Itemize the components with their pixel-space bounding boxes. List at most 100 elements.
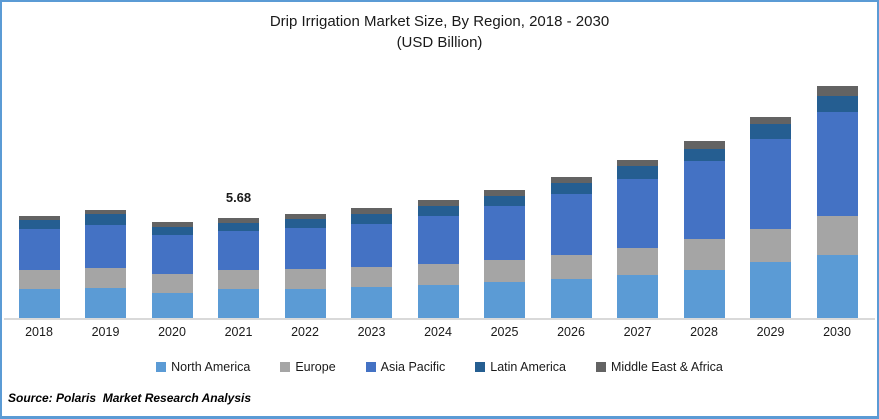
bar-segment-2027-middle-east-africa [617, 160, 658, 167]
bar-segment-2024-middle-east-africa [417, 200, 459, 207]
chart-title-line1: Drip Irrigation Market Size, By Region, … [269, 13, 610, 30]
legend-item-middle-east-africa: Middle East & Africa [596, 360, 723, 374]
legend-label: Asia Pacific [380, 360, 446, 374]
bar-segment-2028-north-america [683, 269, 725, 318]
bar-segment-2022-asia-pacific [284, 228, 326, 270]
bar-segment-2028-europe [683, 238, 725, 270]
bar-segment-2026-latin-america [550, 182, 592, 194]
legend-item-north-america: North America [156, 360, 250, 374]
bar-segment-2020-europe [151, 273, 193, 293]
x-axis-label-2021: 2021 [224, 325, 253, 339]
legend-item-asia-pacific: Asia Pacific [365, 360, 446, 374]
legend-label: Middle East & Africa [611, 360, 723, 374]
bar-2019 [85, 209, 126, 318]
bar-segment-2025-middle-east-africa [484, 189, 525, 196]
bar-segment-2026-north-america [550, 279, 592, 318]
x-axis-label-2023: 2023 [357, 325, 386, 339]
bar-segment-2025-europe [484, 259, 525, 283]
bar-segment-2023-asia-pacific [351, 223, 392, 267]
bar-segment-2021-middle-east-africa [218, 218, 259, 223]
bar-2026 [550, 176, 592, 318]
bar-segment-2021-asia-pacific [218, 231, 259, 270]
bar-segment-2019-latin-america [85, 214, 126, 225]
bar-2023 [351, 208, 392, 318]
bar-segment-2018-middle-east-africa [18, 215, 60, 221]
bar-segment-2026-asia-pacific [550, 193, 592, 256]
legend-label: Latin America [490, 360, 566, 374]
bar-segment-2027-north-america [617, 275, 658, 318]
bar-segment-2028-asia-pacific [683, 161, 725, 239]
bar-2025 [484, 189, 525, 318]
x-axis-label-2030: 2030 [823, 325, 851, 339]
legend-swatch-icon [280, 362, 291, 372]
bar-segment-2022-north-america [284, 289, 326, 318]
bar-segment-2018-asia-pacific [18, 228, 60, 270]
chart-title-line2: (USD Billion) [396, 34, 483, 51]
bar-2024 [417, 200, 459, 318]
bar-segment-2024-europe [417, 264, 459, 286]
bar-segment-2024-latin-america [417, 206, 459, 217]
bar-segment-2022-europe [284, 269, 326, 290]
bar-segment-2024-north-america [417, 285, 459, 318]
bar-segment-2021-europe [218, 269, 259, 290]
bar-segment-2023-europe [351, 266, 392, 287]
data-label-2021: 5.68 [225, 190, 252, 206]
bar-segment-2019-asia-pacific [85, 224, 126, 268]
bar-segment-2030-asia-pacific [816, 112, 858, 216]
bar-segment-2028-latin-america [683, 149, 725, 162]
bar-segment-2018-latin-america [18, 220, 60, 229]
x-axis-label-2025: 2025 [490, 325, 519, 339]
x-axis-label-2019: 2019 [91, 325, 120, 339]
x-axis-label-2024: 2024 [424, 325, 452, 339]
x-axis-label-2026: 2026 [557, 325, 585, 339]
bar-2021 [218, 218, 259, 318]
bar-segment-2023-middle-east-africa [351, 208, 392, 214]
bar-segment-2020-latin-america [151, 226, 193, 235]
bar-segment-2025-asia-pacific [484, 206, 525, 260]
bar-segment-2020-north-america [151, 293, 193, 318]
bar-segment-2022-latin-america [284, 219, 326, 229]
bar-segment-2030-middle-east-africa [816, 86, 858, 96]
bar-segment-2020-asia-pacific [151, 234, 193, 274]
x-axis-label-2028: 2028 [690, 325, 718, 339]
bar-segment-2030-north-america [816, 254, 858, 318]
bar-segment-2019-north-america [85, 288, 126, 318]
bar-2028 [683, 141, 725, 318]
bar-2030 [816, 86, 858, 318]
bar-segment-2025-north-america [484, 282, 525, 318]
bar-segment-2020-middle-east-africa [151, 221, 193, 227]
bar-segment-2029-latin-america [750, 124, 791, 139]
bar-2018 [18, 215, 60, 318]
bar-segment-2029-middle-east-africa [750, 117, 791, 125]
bar-2027 [617, 160, 658, 318]
legend-swatch-icon [596, 362, 606, 372]
legend-label: North America [171, 360, 251, 374]
legend-item-europe: Europe [280, 360, 336, 374]
x-axis-label-2029: 2029 [756, 325, 785, 339]
legend-swatch-icon [475, 362, 486, 372]
legend-swatch-icon [156, 362, 167, 372]
x-axis-line [4, 318, 875, 320]
bar-segment-2030-europe [816, 215, 858, 255]
x-axis-label-2020: 2020 [158, 325, 186, 339]
bar-segment-2027-europe [617, 247, 658, 276]
x-axis-label-2022: 2022 [291, 325, 319, 339]
bar-segment-2019-middle-east-africa [85, 209, 126, 215]
bar-segment-2018-europe [18, 269, 60, 289]
bar-segment-2023-north-america [351, 286, 392, 318]
x-axis-label-2027: 2027 [623, 325, 652, 339]
legend-label: Europe [295, 360, 336, 374]
bar-segment-2029-asia-pacific [750, 138, 791, 230]
x-axis-label-2018: 2018 [25, 325, 53, 339]
legend-item-latin-america: Latin America [475, 360, 566, 374]
chart-legend: North America Europe Asia Pacific Latin Ame… [2, 360, 877, 374]
bar-2029 [750, 117, 791, 318]
bar-segment-2022-middle-east-africa [284, 214, 326, 220]
bar-segment-2026-europe [550, 255, 592, 280]
bar-segment-2027-asia-pacific [617, 179, 658, 248]
bar-segment-2018-north-america [18, 288, 60, 318]
bar-segment-2019-europe [85, 267, 126, 289]
chart-title: Drip Irrigation Market Size, By Region, … [2, 11, 877, 53]
